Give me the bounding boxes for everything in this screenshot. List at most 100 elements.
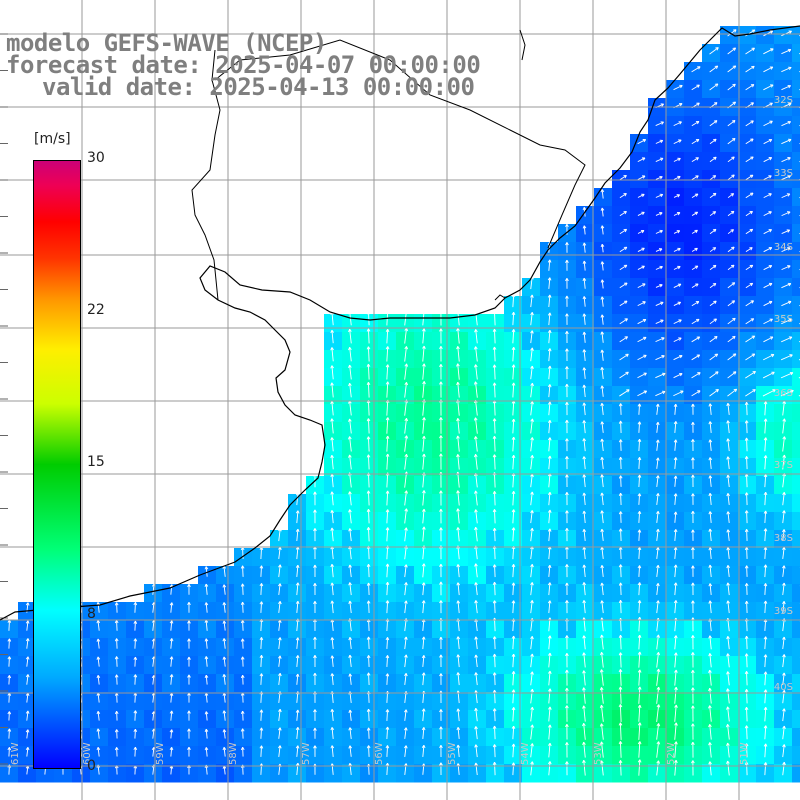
wind-arrow <box>404 346 409 362</box>
wind-arrow <box>655 390 666 397</box>
wind-arrow <box>708 564 713 578</box>
wind-cell <box>792 728 800 747</box>
colorbar-tick-30: 30 <box>87 150 105 166</box>
wind-arrow <box>366 563 371 578</box>
wind-arrow <box>439 364 443 380</box>
wind-arrow <box>673 600 678 614</box>
wind-arrow <box>726 493 730 505</box>
wind-arrow <box>782 546 786 560</box>
wind-arrow <box>691 138 700 145</box>
wind-arrow <box>600 402 604 416</box>
wind-arrow <box>656 723 661 740</box>
wind-arrow <box>600 438 604 452</box>
wind-arrow <box>618 760 623 776</box>
wind-arrow <box>547 509 552 524</box>
wind-arrow <box>691 760 695 776</box>
wind-arrow <box>727 174 735 181</box>
wind-arrow <box>600 207 605 217</box>
wind-arrow <box>582 456 587 470</box>
wind-arrow <box>582 260 587 271</box>
wind-arrow <box>348 654 352 668</box>
wind-arrow <box>781 193 791 199</box>
wind-arrow <box>422 328 426 344</box>
wind-arrow <box>763 725 768 740</box>
wind-arrow <box>473 417 478 434</box>
wind-arrow <box>727 353 737 361</box>
wind-arrow <box>404 327 409 344</box>
wind-arrow <box>439 709 443 721</box>
wind-arrow <box>763 600 768 614</box>
wind-arrow <box>548 706 552 722</box>
wind-arrow <box>404 636 408 650</box>
wind-arrow <box>637 354 647 361</box>
wind-arrow <box>691 652 695 668</box>
wind-arrow <box>404 673 408 685</box>
wind-arrow <box>618 492 623 505</box>
wind-arrow <box>295 745 300 757</box>
wind-arrow <box>547 528 552 542</box>
wind-arrow <box>422 490 426 506</box>
border-line <box>494 294 506 301</box>
wind-arrow <box>781 318 792 325</box>
wind-arrow <box>744 743 749 758</box>
wind-arrow <box>530 365 534 380</box>
wind-arrow <box>744 583 749 595</box>
wind-arrow <box>222 620 227 631</box>
wind-arrow <box>169 710 174 721</box>
wind-arrow <box>547 294 552 308</box>
wind-arrow <box>404 508 408 524</box>
wind-arrow <box>763 157 773 163</box>
wind-arrow <box>763 282 773 289</box>
wind-arrow <box>637 421 642 433</box>
wind-arrow <box>781 138 792 145</box>
wind-arrow <box>763 583 768 595</box>
lat-label: 32S <box>774 95 793 106</box>
wind-arrow <box>656 583 660 595</box>
wind-arrow <box>708 439 713 451</box>
wind-cell <box>792 620 800 639</box>
lon-label: 56W <box>374 742 385 765</box>
wind-arrow <box>348 673 353 685</box>
wind-cell <box>792 44 800 63</box>
wind-arrow <box>618 439 623 451</box>
wind-arrow <box>709 83 719 91</box>
wind-arrow <box>565 313 569 325</box>
wind-arrow <box>530 330 534 344</box>
wind-arrow <box>511 635 516 650</box>
wind-arrow <box>600 225 605 235</box>
wind-arrow <box>511 743 516 758</box>
wind-arrow <box>582 600 586 614</box>
wind-arrow <box>385 364 390 380</box>
wind-arrow <box>348 509 352 524</box>
wind-arrow <box>763 265 773 271</box>
wind-arrow <box>7 711 12 721</box>
wind-arrow <box>240 674 245 685</box>
wind-arrow <box>565 600 569 614</box>
wind-cell <box>792 314 800 333</box>
wind-arrow <box>385 435 390 452</box>
wind-arrow <box>674 669 678 686</box>
wind-arrow <box>726 742 730 758</box>
wind-arrow <box>366 745 371 757</box>
wind-cell <box>792 260 800 279</box>
wind-arrow <box>565 742 569 758</box>
wind-arrow <box>313 564 317 577</box>
wind-arrow <box>673 121 682 127</box>
wind-cell <box>792 584 800 603</box>
wind-arrow <box>673 457 678 469</box>
wind-arrow <box>456 381 460 398</box>
wind-arrow <box>565 510 569 524</box>
wind-arrow <box>366 600 371 614</box>
wind-arrow <box>618 511 623 523</box>
wind-arrow <box>492 418 497 434</box>
wind-arrow <box>547 419 552 434</box>
wind-arrow <box>474 600 478 614</box>
wind-arrow <box>781 48 792 55</box>
wind-arrow <box>709 138 717 145</box>
latitude-labels: 32S 33S 34S 35S 36S 37S 38S 39S 40S <box>774 95 793 693</box>
wind-arrow <box>655 265 663 270</box>
wind-arrow <box>565 582 569 596</box>
wind-arrow <box>187 674 191 685</box>
wind-arrow <box>763 528 768 542</box>
wind-arrow <box>511 418 516 434</box>
